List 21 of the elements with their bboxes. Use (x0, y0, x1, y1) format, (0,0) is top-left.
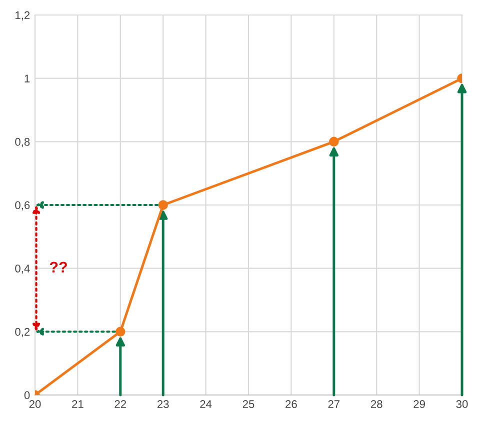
x-tick-label: 30 (456, 400, 468, 408)
y-tick-label: 0,6 (15, 201, 30, 210)
x-tick-label: 28 (370, 400, 382, 408)
point (158, 200, 168, 210)
x-tick-label: 26 (286, 400, 297, 408)
x-tick-label: 25 (242, 400, 254, 408)
point (116, 326, 126, 337)
x-tick-label: 24 (200, 400, 212, 408)
x-tick-label: 23 (157, 400, 169, 408)
y-tick-label: 0,4 (15, 264, 30, 274)
annotation: ?? (50, 262, 67, 272)
y-tick-label: 0,2 (15, 328, 30, 338)
y-tick-label: 0,8 (15, 138, 30, 148)
x-tick-label: 22 (114, 400, 126, 408)
y-tick-label: 1,2 (16, 11, 30, 20)
x-tick-label: 20 (29, 400, 41, 408)
x-tick-label: 29 (414, 400, 425, 408)
y-tick-label: 1 (24, 74, 30, 82)
x-tick-label: 21 (72, 400, 84, 408)
y-tick-label: 0 (24, 391, 30, 400)
x-tick-label: 27 (328, 400, 340, 408)
